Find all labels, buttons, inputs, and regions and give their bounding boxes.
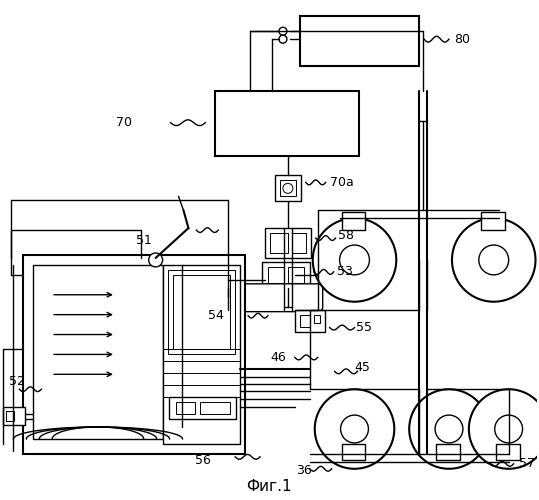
Text: 58: 58 — [337, 228, 354, 241]
Bar — [300, 16, 419, 66]
Bar — [3, 407, 25, 425]
Text: 45: 45 — [355, 361, 370, 374]
Bar — [481, 212, 505, 230]
Circle shape — [279, 35, 287, 43]
Bar — [23, 255, 245, 454]
Text: 51: 51 — [136, 234, 151, 246]
Bar — [342, 444, 365, 460]
Bar — [270, 233, 288, 253]
Text: 70: 70 — [116, 116, 132, 129]
Bar — [262, 262, 310, 288]
Circle shape — [479, 245, 509, 275]
Circle shape — [452, 218, 536, 302]
Circle shape — [279, 27, 287, 35]
Text: 55: 55 — [356, 321, 371, 334]
Bar — [33, 265, 163, 439]
Text: 56: 56 — [196, 454, 211, 468]
Text: 54: 54 — [209, 309, 224, 322]
Bar — [280, 180, 296, 196]
Text: 57: 57 — [519, 458, 535, 470]
Text: 80: 80 — [454, 32, 470, 46]
Bar — [163, 265, 240, 444]
Bar — [300, 314, 310, 326]
Text: 52: 52 — [10, 375, 25, 388]
Bar — [172, 275, 230, 349]
Bar — [496, 444, 520, 460]
FancyBboxPatch shape — [223, 284, 323, 312]
Circle shape — [340, 245, 369, 275]
Bar — [292, 233, 306, 253]
Circle shape — [341, 415, 369, 443]
Circle shape — [283, 184, 293, 194]
Text: Фиг.1: Фиг.1 — [246, 479, 292, 494]
Bar — [342, 212, 365, 230]
Text: 70a: 70a — [330, 176, 354, 189]
Circle shape — [435, 415, 463, 443]
Bar — [265, 228, 311, 258]
Bar — [215, 91, 360, 156]
Bar — [436, 444, 460, 460]
Circle shape — [469, 389, 539, 469]
Bar — [6, 411, 15, 421]
Circle shape — [409, 389, 489, 469]
Bar — [314, 314, 320, 322]
Bar — [169, 397, 236, 419]
Circle shape — [495, 415, 523, 443]
Bar — [295, 310, 324, 332]
Bar — [275, 176, 301, 202]
Bar — [168, 270, 235, 354]
Text: 36: 36 — [296, 464, 312, 477]
Circle shape — [313, 218, 396, 302]
Bar — [288, 267, 304, 283]
Bar — [201, 402, 230, 414]
Text: 53: 53 — [337, 266, 353, 278]
Text: 46: 46 — [270, 351, 286, 364]
Circle shape — [149, 253, 163, 267]
Bar — [268, 267, 284, 283]
Circle shape — [315, 389, 395, 469]
Bar — [176, 402, 196, 414]
